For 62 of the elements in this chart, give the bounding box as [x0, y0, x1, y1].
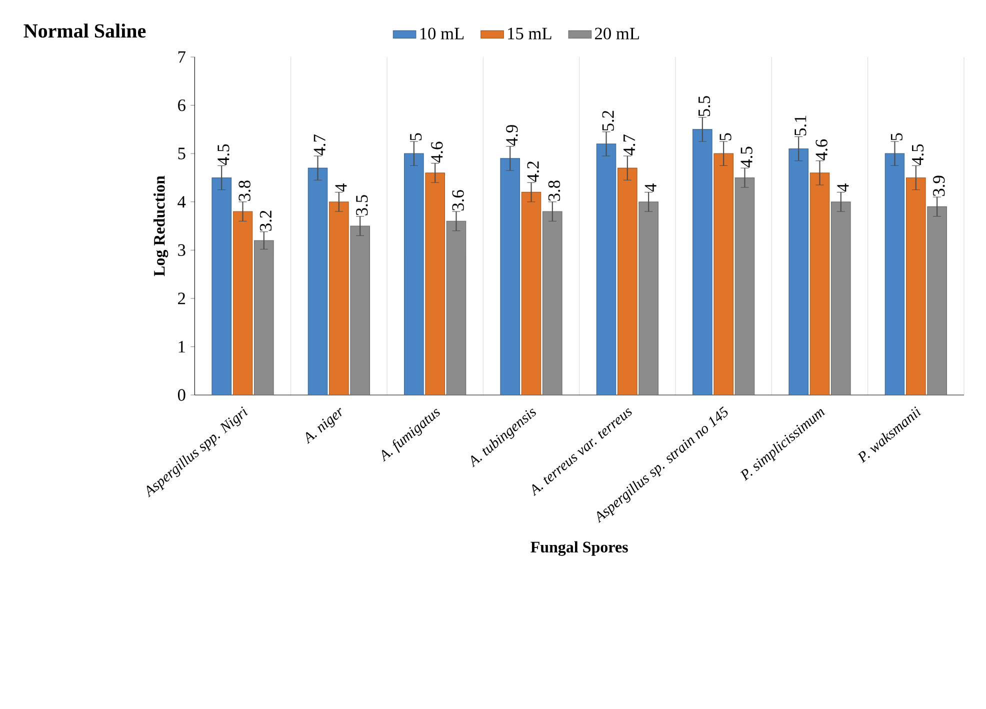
bar: [618, 168, 638, 395]
data-label: 5.2: [602, 110, 614, 131]
bar: [254, 240, 274, 395]
bar: [350, 226, 370, 395]
bar: [212, 177, 232, 395]
y-axis-title: Log Reduction: [154, 176, 168, 276]
bar: [232, 211, 253, 395]
data-label: 5: [720, 133, 732, 140]
data-label: 3.5: [356, 195, 368, 216]
bar: [521, 192, 542, 395]
y-tick-label: 4: [178, 196, 186, 208]
y-tick-label: 0: [178, 389, 186, 401]
bar: [329, 202, 349, 395]
bar: [831, 202, 851, 395]
bar: [596, 144, 616, 395]
bar: [692, 129, 712, 395]
bar: [425, 172, 445, 395]
bar: [542, 211, 562, 395]
bar: [788, 148, 808, 395]
data-label: 4.5: [912, 144, 924, 166]
chart-title: Normal Saline: [24, 24, 146, 38]
data-label: 5: [890, 133, 902, 140]
data-label: 3.9: [933, 176, 945, 196]
bar: [638, 202, 658, 395]
data-label: 4: [335, 184, 347, 192]
data-label: 4.9: [506, 125, 518, 146]
y-tick-label: 6: [178, 99, 186, 112]
y-tick-label: 7: [178, 51, 186, 63]
data-label: 4.6: [431, 142, 443, 163]
data-label: 4.7: [314, 134, 326, 156]
data-label: 4: [644, 184, 656, 192]
bar: [734, 177, 755, 395]
legend-label: 10 mL: [420, 28, 464, 40]
y-tick-label: 3: [178, 244, 186, 256]
data-label: 3.8: [548, 180, 560, 201]
bar: [500, 158, 520, 395]
y-tick-label: 1: [178, 340, 185, 352]
data-label: 4.7: [623, 134, 636, 156]
y-tick-label: 5: [178, 148, 186, 160]
data-label: 4.6: [816, 139, 828, 160]
data-label: 4.5: [218, 144, 230, 166]
data-label: 3.2: [260, 210, 272, 231]
bar: [810, 172, 830, 395]
data-label: 4.5: [740, 146, 752, 168]
bar: [714, 153, 734, 395]
data-label: 4: [837, 184, 849, 192]
legend-label: 15 mL: [508, 28, 552, 40]
data-label: 5.1: [794, 116, 806, 136]
bar: [906, 177, 926, 395]
bar: [404, 153, 424, 395]
bar: [308, 168, 328, 395]
data-label: 4.2: [527, 162, 539, 182]
data-label: 5.5: [698, 96, 710, 116]
legend-label: 20 mL: [595, 28, 639, 40]
data-label: 3.6: [452, 190, 464, 210]
bar: [884, 153, 905, 395]
x-axis-title: Fungal Spores: [530, 541, 628, 556]
bar: [927, 206, 947, 395]
bar: [446, 220, 466, 395]
data-label: 3.8: [238, 180, 250, 201]
y-tick-label: 2: [178, 292, 186, 304]
data-label: 5: [410, 133, 422, 140]
